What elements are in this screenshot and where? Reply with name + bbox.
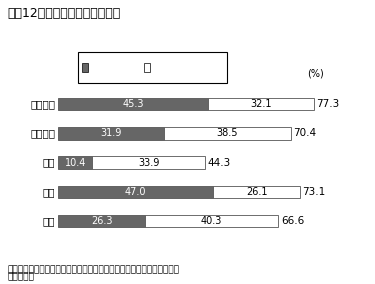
Bar (58, 215, 145, 227)
Text: 31.9: 31.9 (100, 128, 122, 138)
Bar (93, 156, 204, 169)
Text: フランス: フランス (30, 128, 56, 138)
Text: 感じる: 感じる (90, 62, 108, 72)
Bar (144, 62, 150, 72)
Text: 26.3: 26.3 (91, 216, 112, 226)
Text: 73.1: 73.1 (302, 187, 326, 197)
Text: 70.4: 70.4 (293, 128, 316, 138)
Text: どちらかと: どちらかと (153, 54, 182, 64)
Text: 40.3: 40.3 (201, 216, 222, 226)
Bar (58, 156, 93, 169)
Bar (164, 127, 291, 139)
Text: 図表12　社会の分断を感じるか: 図表12 社会の分断を感じるか (8, 7, 121, 20)
FancyBboxPatch shape (78, 53, 226, 83)
Bar (145, 215, 278, 227)
Text: 38.5: 38.5 (216, 128, 238, 138)
Text: 32.1: 32.1 (250, 99, 272, 109)
Text: 言えば感じる: 言えば感じる (153, 69, 188, 79)
Text: 47.0: 47.0 (125, 187, 147, 197)
Bar (58, 98, 208, 110)
Text: 10.4: 10.4 (64, 158, 86, 168)
Text: タイ: タイ (43, 216, 55, 226)
Text: 66.6: 66.6 (281, 216, 304, 226)
Bar (208, 98, 314, 110)
Text: 77.3: 77.3 (316, 99, 340, 109)
Text: 44.3: 44.3 (207, 158, 230, 168)
Text: (%): (%) (307, 68, 323, 78)
Text: 45.3: 45.3 (122, 99, 144, 109)
Text: 33.9: 33.9 (138, 158, 159, 168)
Text: の合計。: の合計。 (8, 272, 34, 281)
Bar (82, 62, 88, 72)
Text: アメリカ: アメリカ (30, 99, 56, 109)
Text: 韓国: 韓国 (43, 187, 55, 197)
Bar (213, 186, 300, 198)
Bar (58, 127, 164, 139)
Text: 26.1: 26.1 (246, 187, 267, 197)
Text: 注：棒グラフ右外側の数字は「感じる」と「どちらかと言えば感じる」: 注：棒グラフ右外側の数字は「感じる」と「どちらかと言えば感じる」 (8, 265, 180, 274)
Bar (58, 186, 213, 198)
Text: 中国: 中国 (43, 158, 55, 168)
